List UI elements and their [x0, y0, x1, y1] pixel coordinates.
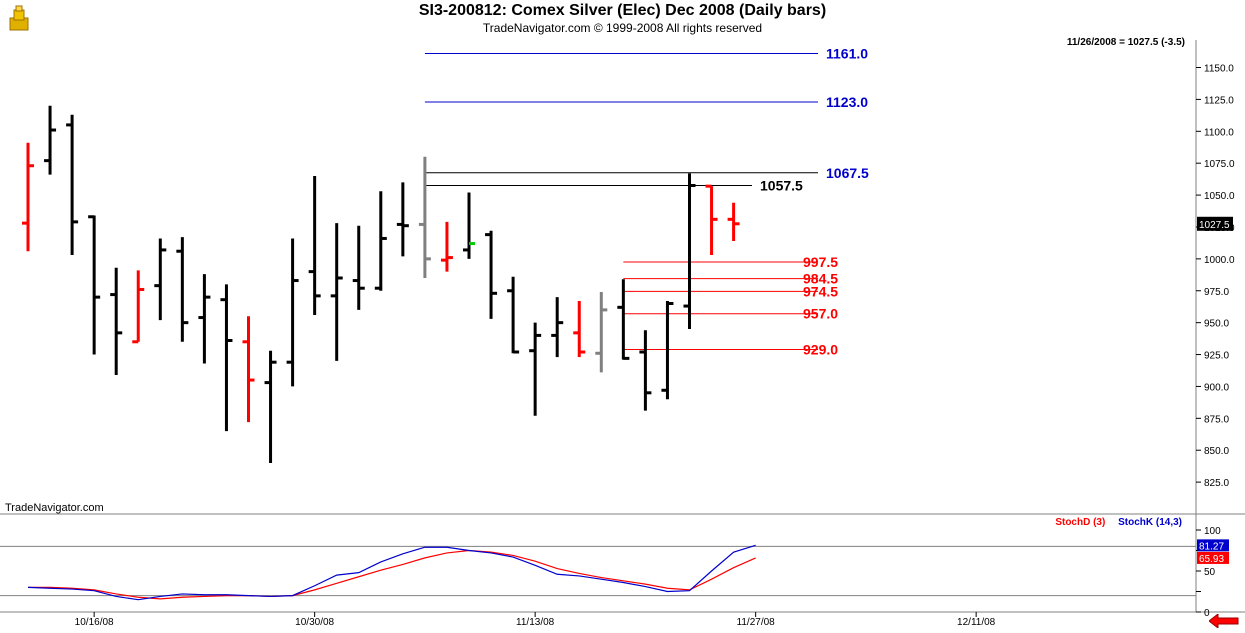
- level-label: 929.0: [803, 341, 838, 357]
- y-tick-label: 1075.0: [1204, 159, 1235, 170]
- level-label: 957.0: [803, 306, 838, 322]
- last-price-label: 1027.5: [1199, 220, 1230, 231]
- trade-navigator-logo-icon[interactable]: [4, 4, 34, 39]
- level-label: 1057.5: [760, 178, 803, 194]
- stoch-last-box: [1197, 539, 1229, 552]
- stoch-last-box: [1197, 551, 1229, 564]
- legend-stochD: StochD (3): [1055, 517, 1106, 528]
- y-tick-label: 875.0: [1204, 414, 1229, 425]
- level-label: 974.5: [803, 283, 838, 299]
- level-label: 1067.5: [826, 165, 869, 181]
- x-tick-label: 11/13/08: [516, 617, 555, 628]
- price-readout: 11/26/2008 = 1027.5 (-3.5): [1066, 37, 1185, 48]
- level-label: 1123.0: [826, 94, 868, 110]
- level-label: 984.5: [803, 271, 838, 287]
- stoch-y-tick-label: 100: [1204, 526, 1221, 537]
- x-tick-label: 10/16/08: [75, 617, 114, 628]
- x-tick-label: 12/11/08: [957, 617, 996, 628]
- last-price-box: [1197, 216, 1233, 231]
- y-tick-label: 975.0: [1204, 287, 1229, 298]
- stoch-y-tick-label: 50: [1204, 567, 1216, 578]
- y-tick-label: 1050.0: [1204, 191, 1235, 202]
- y-tick-label: 1100.0: [1204, 127, 1234, 138]
- level-label: 1161.0: [826, 45, 868, 61]
- chart-title: SI3-200812: Comex Silver (Elec) Dec 2008…: [418, 2, 827, 19]
- brand-label: TradeNavigator.com: [5, 502, 104, 514]
- legend-stochK: StochK (14,3): [1118, 517, 1182, 528]
- y-tick-label: 1150.0: [1204, 64, 1234, 75]
- y-tick-label: 1000.0: [1204, 255, 1235, 266]
- x-tick-label: 10/30/08: [295, 617, 334, 628]
- red-left-arrow-icon[interactable]: [1208, 612, 1239, 633]
- level-label: 997.5: [803, 254, 838, 270]
- y-tick-label: 950.0: [1204, 319, 1229, 330]
- y-tick-label: 900.0: [1204, 382, 1229, 393]
- stoch-legend: StochD (3) StochK (14,3): [1045, 517, 1182, 528]
- y-tick-label: 925.0: [1204, 351, 1229, 362]
- y-tick-label: 850.0: [1204, 446, 1229, 457]
- y-tick-label: 1125.0: [1204, 95, 1234, 106]
- stoch-y-tick-label: 0: [1204, 608, 1210, 619]
- y-tick-label: 825.0: [1204, 478, 1229, 489]
- chart-subtitle: TradeNavigator.com © 1999-2008 All right…: [482, 21, 763, 35]
- stoch-last-label: 81.27: [1199, 541, 1224, 552]
- x-tick-label: 11/27/08: [737, 617, 776, 628]
- stoch-last-label: 65.93: [1199, 554, 1224, 565]
- stoch-series-line: [27, 544, 756, 601]
